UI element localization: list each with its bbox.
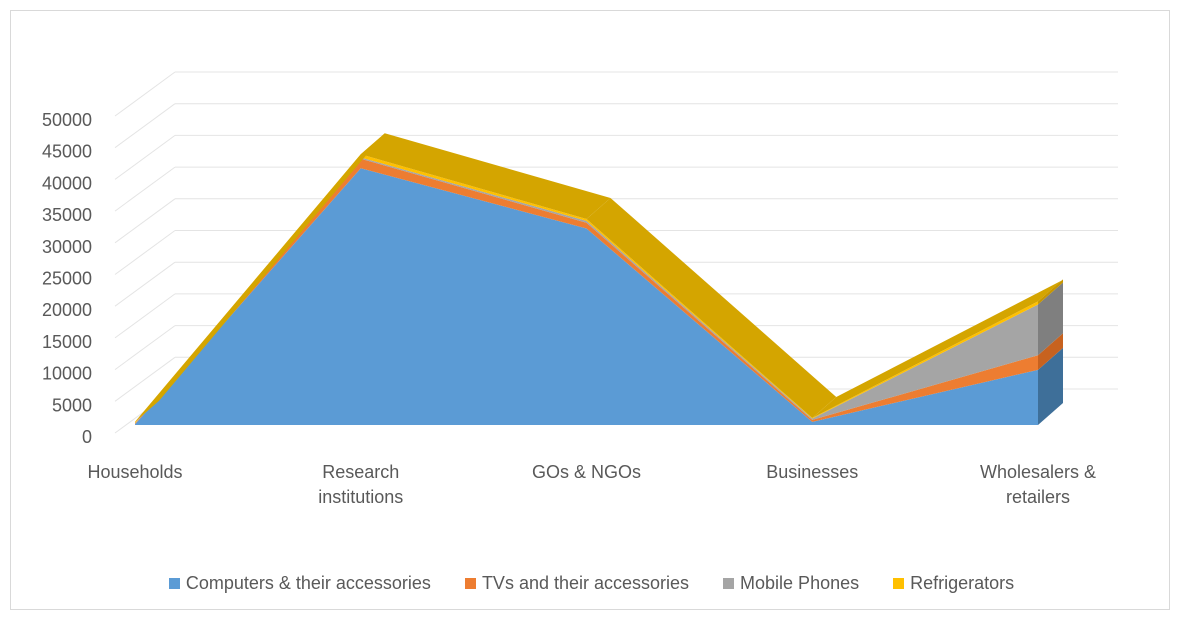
legend-label: Refrigerators xyxy=(910,573,1015,593)
area-side-face-1 xyxy=(1038,333,1063,370)
y-tick-label: 50000 xyxy=(42,110,92,130)
area-series-0 xyxy=(135,168,1038,426)
y-tick-label: 0 xyxy=(82,427,92,447)
gridline-side xyxy=(114,325,176,371)
legend-item-refrigerators: Refrigerators xyxy=(893,573,1014,594)
y-tick-label: 10000 xyxy=(42,364,92,384)
gridline-side xyxy=(114,261,176,307)
legend-swatch xyxy=(464,578,476,589)
x-tick-label: Wholesalers & retailers xyxy=(980,462,1096,507)
gridline-side xyxy=(114,293,176,339)
legend-swatch xyxy=(723,578,735,589)
legend-label: TVs and their accessories xyxy=(481,573,690,593)
legend: Computers & their accessories TVs and th… xyxy=(0,573,1183,594)
gridline-side xyxy=(114,230,176,275)
y-tick-label: 40000 xyxy=(42,173,92,193)
y-tick-label: 20000 xyxy=(42,300,92,320)
area-top-face xyxy=(812,280,1062,419)
x-tick-label: Businesses xyxy=(766,462,858,482)
y-tick-label: 15000 xyxy=(42,332,92,352)
gridline-side xyxy=(114,71,176,117)
area-top-face xyxy=(360,133,611,219)
legend-item-computers: Computers & their accessories xyxy=(168,573,431,594)
x-tick-label: GOs & NGOs xyxy=(532,462,641,482)
y-tick-label: 45000 xyxy=(42,142,92,162)
legend-item-tvs: TVs and their accessories xyxy=(464,573,690,594)
legend-label: Mobile Phones xyxy=(740,573,860,593)
y-tick-label: 30000 xyxy=(42,237,92,257)
legend-label: Computers & their accessories xyxy=(185,573,431,593)
legend-item-mobile: Mobile Phones xyxy=(723,573,859,594)
area-top-face xyxy=(135,133,385,422)
gridline-side xyxy=(114,103,176,149)
gridline-side xyxy=(114,134,176,180)
gridline-side xyxy=(114,166,176,212)
y-tick-label: 35000 xyxy=(42,205,92,225)
area-side-face-0 xyxy=(1038,347,1063,425)
y-tick-label: 25000 xyxy=(42,269,92,289)
area-side-face-2 xyxy=(1038,282,1063,356)
x-tick-label: Research institutions xyxy=(318,462,403,507)
x-tick-label: Households xyxy=(87,462,182,482)
legend-swatch xyxy=(168,578,180,589)
legend-swatch xyxy=(893,578,905,589)
area-side-face-3 xyxy=(1038,279,1063,305)
area-top-face xyxy=(586,197,837,419)
gridline-side xyxy=(114,356,176,402)
gridline-side xyxy=(114,198,176,244)
y-tick-label: 5000 xyxy=(52,395,92,415)
